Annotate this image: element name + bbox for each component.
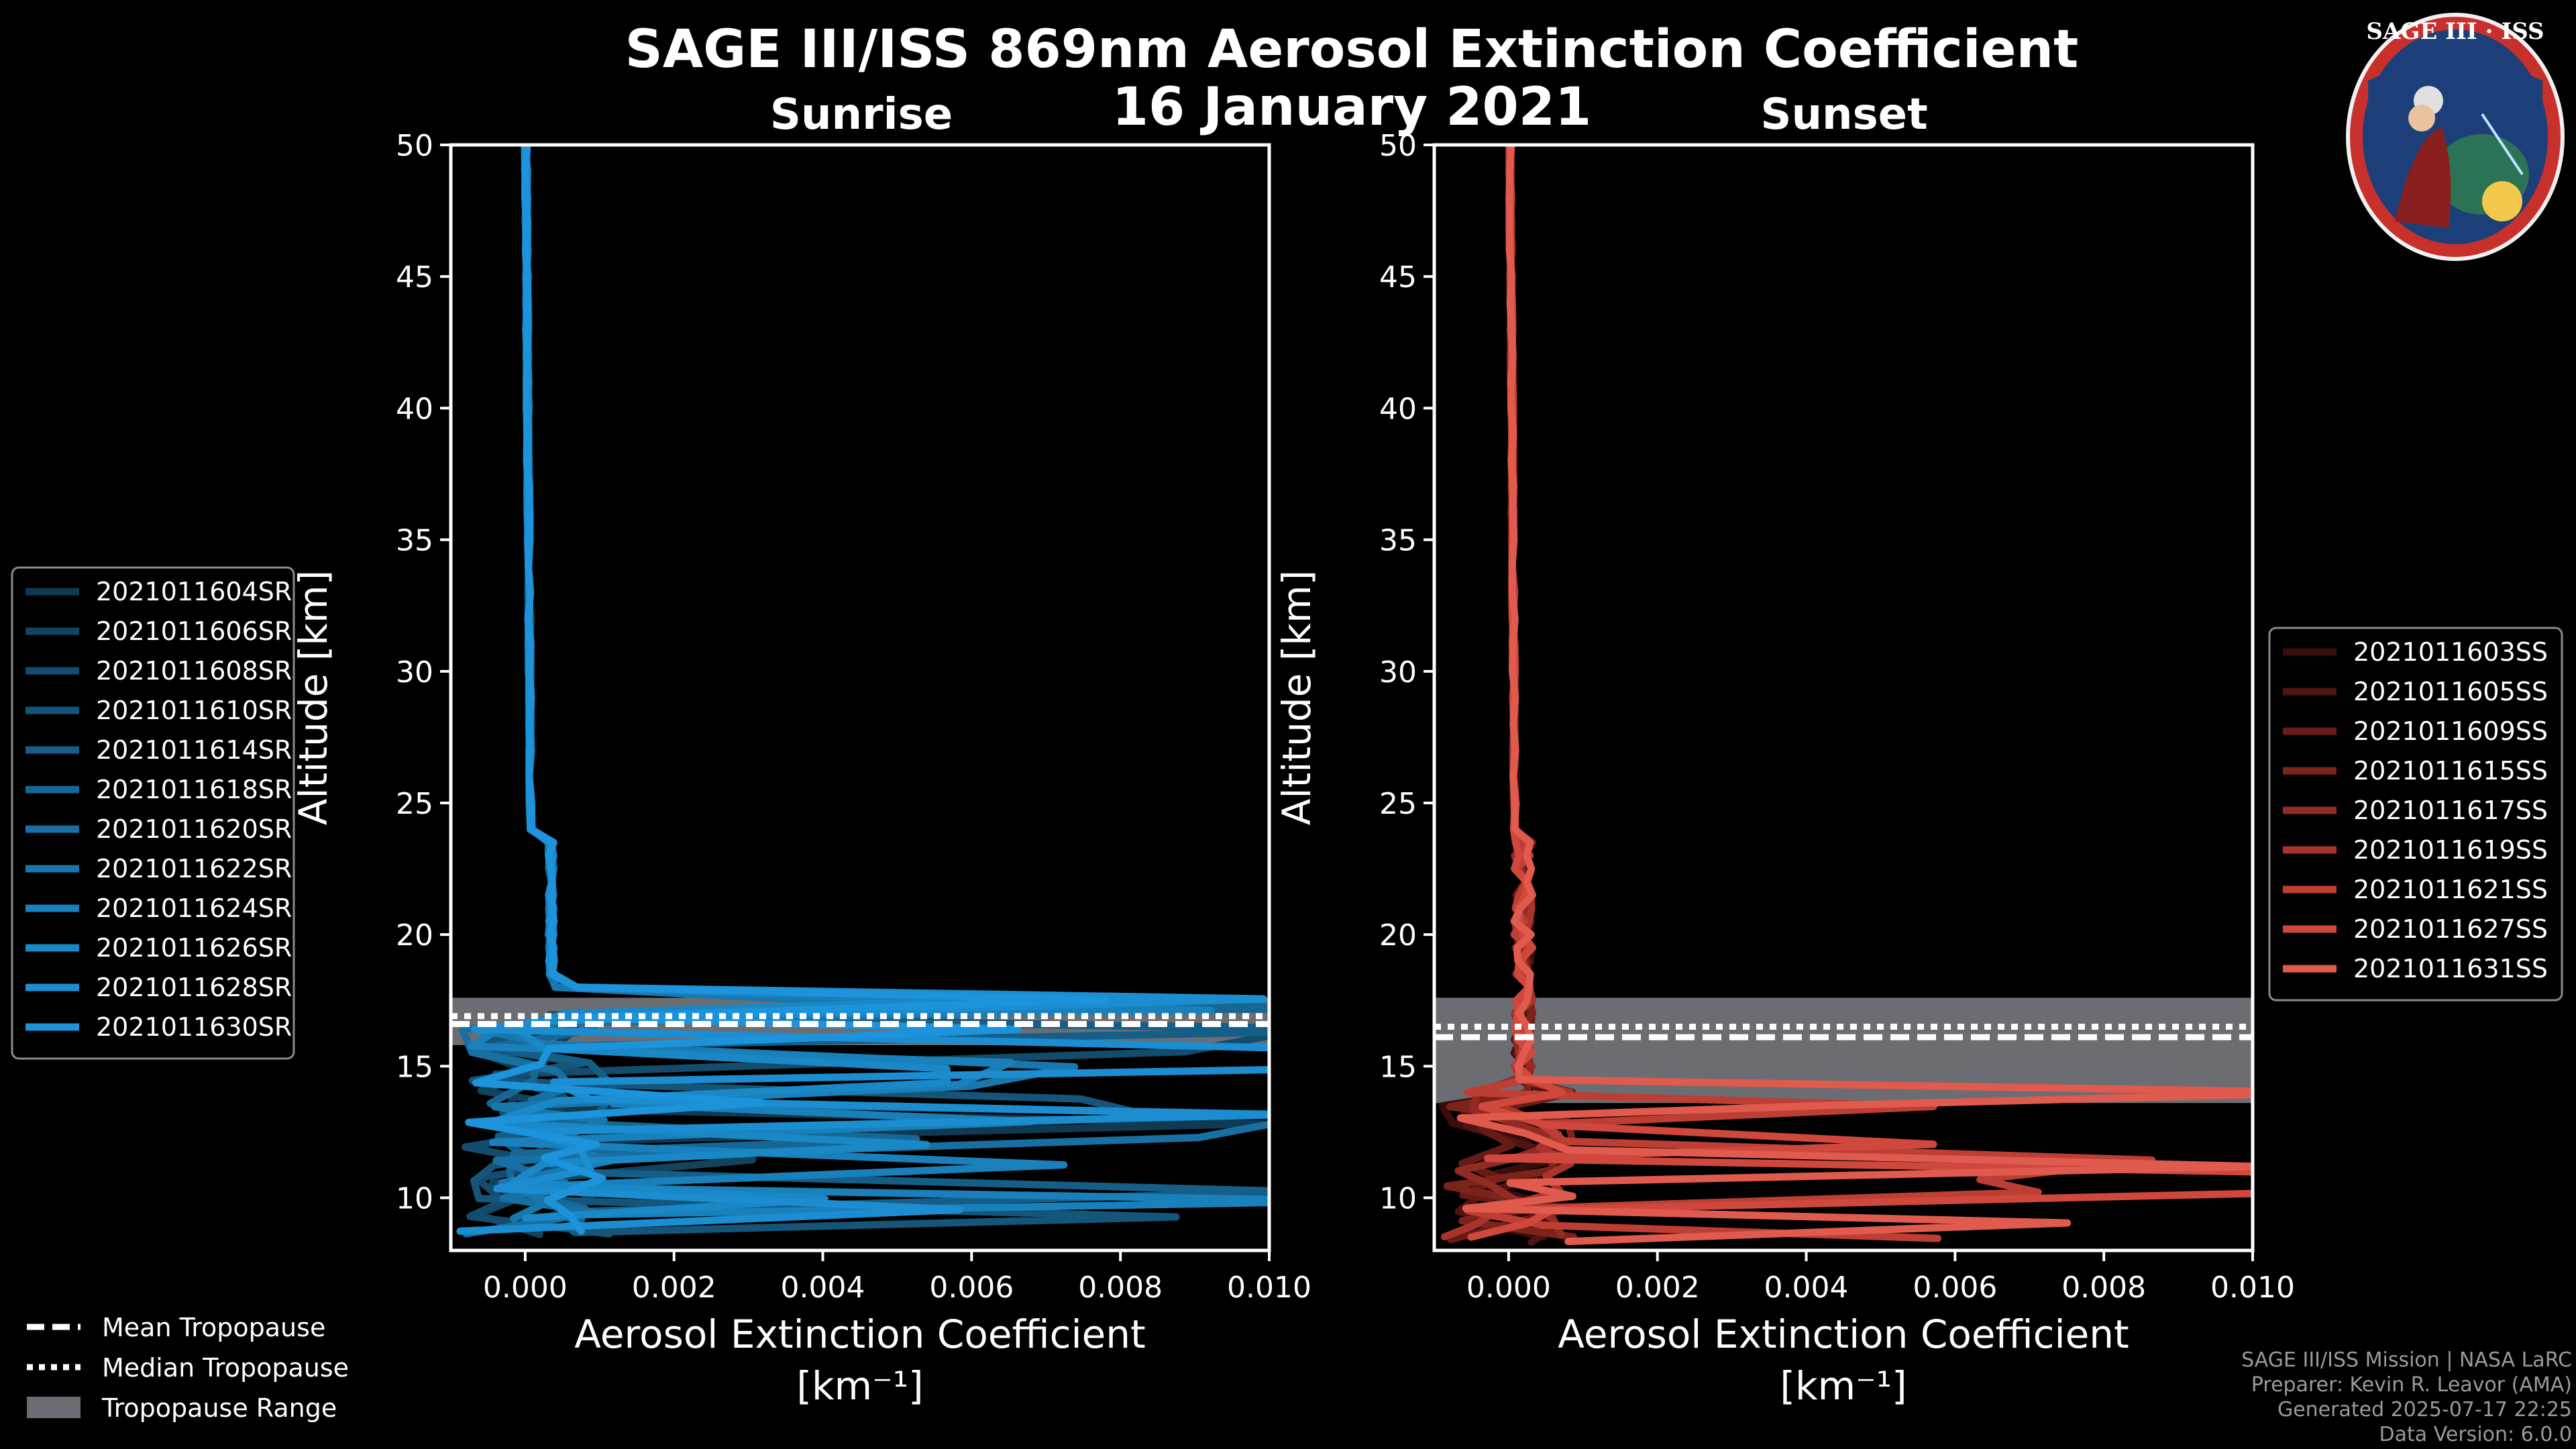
mean-tropopause-label: Mean Tropopause: [102, 1313, 325, 1342]
sr-xaxis-label: Aerosol Extinction Coefficient: [574, 1311, 1146, 1357]
figure-date: 16 January 2021: [1112, 77, 1592, 138]
ss-xtick-label: 0.002: [1615, 1271, 1700, 1305]
ss-ytick-label: 40: [1379, 392, 1417, 426]
legend-label-2021011617SS: 2021011617SS: [2353, 796, 2548, 825]
credit-generated: Generated 2025-07-17 22:25: [2277, 1398, 2572, 1421]
legend-label-2021011605SS: 2021011605SS: [2353, 677, 2548, 706]
ss-ytick-label: 25: [1379, 787, 1417, 821]
legend-label-2021011614SR: 2021011614SR: [96, 735, 292, 765]
legend-label-2021011628SR: 2021011628SR: [96, 973, 292, 1002]
tropopause-range-label: Tropopause Range: [101, 1393, 337, 1423]
ss-ytick-label: 15: [1379, 1050, 1417, 1084]
profile-line-2021011631SS: [1456, 145, 2253, 1246]
legend-label-2021011619SS: 2021011619SS: [2353, 835, 2548, 865]
sr-ytick-label: 20: [396, 918, 433, 953]
sunrise-panel: 10 15 20 25 30 35 40 45 50 0.000 0.002 0.004 0.006 0.…: [290, 129, 1311, 1409]
tropopause-range-swatch: [27, 1397, 80, 1418]
logo-text: SAGE III · ISS: [2366, 18, 2544, 45]
legend-label-2021011606SR: 2021011606SR: [96, 616, 292, 646]
credit-preparer: Preparer: Kevin R. Leavor (AMA): [2251, 1373, 2572, 1397]
ss-xtick-label: 0.000: [1466, 1271, 1551, 1305]
sr-ytick-label: 35: [396, 524, 433, 558]
sunset-panel: 10 15 20 25 30 35 40 45 50 0.000 0.002 0.004 0.006 0.…: [1274, 129, 2295, 1409]
legend-label-2021011630SR: 2021011630SR: [96, 1012, 292, 1042]
sr-xtick-label: 0.008: [1078, 1271, 1163, 1305]
ss-ytick-label: 35: [1379, 524, 1417, 558]
legend-label-2021011626SR: 2021011626SR: [96, 933, 292, 963]
ss-profiles: [1438, 145, 2253, 1246]
ss-xaxis-unit: [km⁻¹]: [1780, 1363, 1907, 1409]
legend-label-2021011609SS: 2021011609SS: [2353, 716, 2548, 746]
profile-line-2021011630SR: [465, 145, 1108, 1235]
ss-ytick-label: 45: [1379, 260, 1417, 294]
legend-label-2021011604SR: 2021011604SR: [96, 577, 292, 606]
sr-yaxis-label: Altitude [km]: [290, 570, 336, 825]
sunrise-legend: 2021011604SR 2021011606SR 2021011608SR 2021…: [11, 566, 295, 1060]
credit-mission: SAGE III/ISS Mission | NASA LaRC: [2241, 1348, 2572, 1372]
sr-xtick-label: 0.006: [929, 1271, 1014, 1305]
sr-ytick-label: 25: [396, 787, 433, 821]
ss-xaxis-label: Aerosol Extinction Coefficient: [1558, 1311, 2129, 1357]
figure-title: SAGE III/ISS 869nm Aerosol Extinction Co…: [625, 19, 2079, 80]
sr-xtick-label: 0.004: [781, 1271, 865, 1305]
legend-label-2021011618SR: 2021011618SR: [96, 775, 292, 804]
legend-label-2021011610SR: 2021011610SR: [96, 696, 292, 725]
sr-ytick-label: 30: [396, 655, 433, 690]
legend-label-2021011627SS: 2021011627SS: [2353, 914, 2548, 944]
sr-axes-frame: [449, 143, 1271, 1252]
legend-label-2021011624SR: 2021011624SR: [96, 894, 292, 923]
legend-label-2021011615SS: 2021011615SS: [2353, 756, 2548, 786]
legend-label-2021011603SS: 2021011603SS: [2353, 637, 2548, 667]
ss-xtick-label: 0.010: [2210, 1271, 2295, 1305]
median-tropopause-label: Median Tropopause: [102, 1353, 349, 1383]
sr-profiles: [456, 145, 1269, 1238]
sunrise-panel-title: Sunrise: [770, 90, 953, 140]
ss-xtick-label: 0.008: [2061, 1271, 2146, 1305]
sr-xtick-label: 0.002: [632, 1271, 716, 1305]
sr-ytick-label: 45: [396, 260, 433, 294]
legend-label-2021011621SS: 2021011621SS: [2353, 875, 2548, 904]
sr-ytick-label: 15: [396, 1050, 433, 1084]
tropopause-legend: Mean Tropopause Median Tropopause Tropop…: [27, 1313, 349, 1423]
ss-axes-frame: [1432, 143, 2255, 1252]
sr-xaxis-unit: [km⁻¹]: [796, 1363, 923, 1409]
sage-iii-iss-logo: SAGE III · ISS: [2346, 13, 2565, 261]
legend-label-2021011608SR: 2021011608SR: [96, 656, 292, 686]
legend-label-2021011620SR: 2021011620SR: [96, 814, 292, 844]
ss-ytick-label: 20: [1379, 918, 1417, 953]
sr-legend-frame: [11, 566, 295, 1060]
ss-legend-frame: [2268, 627, 2563, 1002]
sr-ytick-label: 10: [396, 1182, 433, 1216]
ss-xtick-label: 0.004: [1764, 1271, 1849, 1305]
ss-xtick-label: 0.006: [1913, 1271, 1997, 1305]
sr-xtick-label: 0.010: [1227, 1271, 1311, 1305]
sr-ytick-label: 50: [396, 129, 433, 163]
credit-data-version: Data Version: 6.0.0: [2379, 1423, 2572, 1446]
legend-label-2021011622SR: 2021011622SR: [96, 854, 292, 883]
credits: SAGE III/ISS Mission | NASA LaRC Prepare…: [2241, 1348, 2572, 1446]
sunset-legend: 2021011603SS 2021011605SS 2021011609SS 2021…: [2268, 627, 2563, 1002]
sunset-panel-title: Sunset: [1760, 90, 1927, 140]
ss-ytick-label: 50: [1379, 129, 1417, 163]
ss-ytick-label: 30: [1379, 655, 1417, 690]
ss-ytick-label: 10: [1379, 1182, 1417, 1216]
legend-label-2021011631SS: 2021011631SS: [2353, 954, 2548, 983]
sr-xtick-label: 0.000: [483, 1271, 568, 1305]
ss-yaxis-label: Altitude [km]: [1274, 570, 1320, 825]
sr-ytick-label: 40: [396, 392, 433, 426]
